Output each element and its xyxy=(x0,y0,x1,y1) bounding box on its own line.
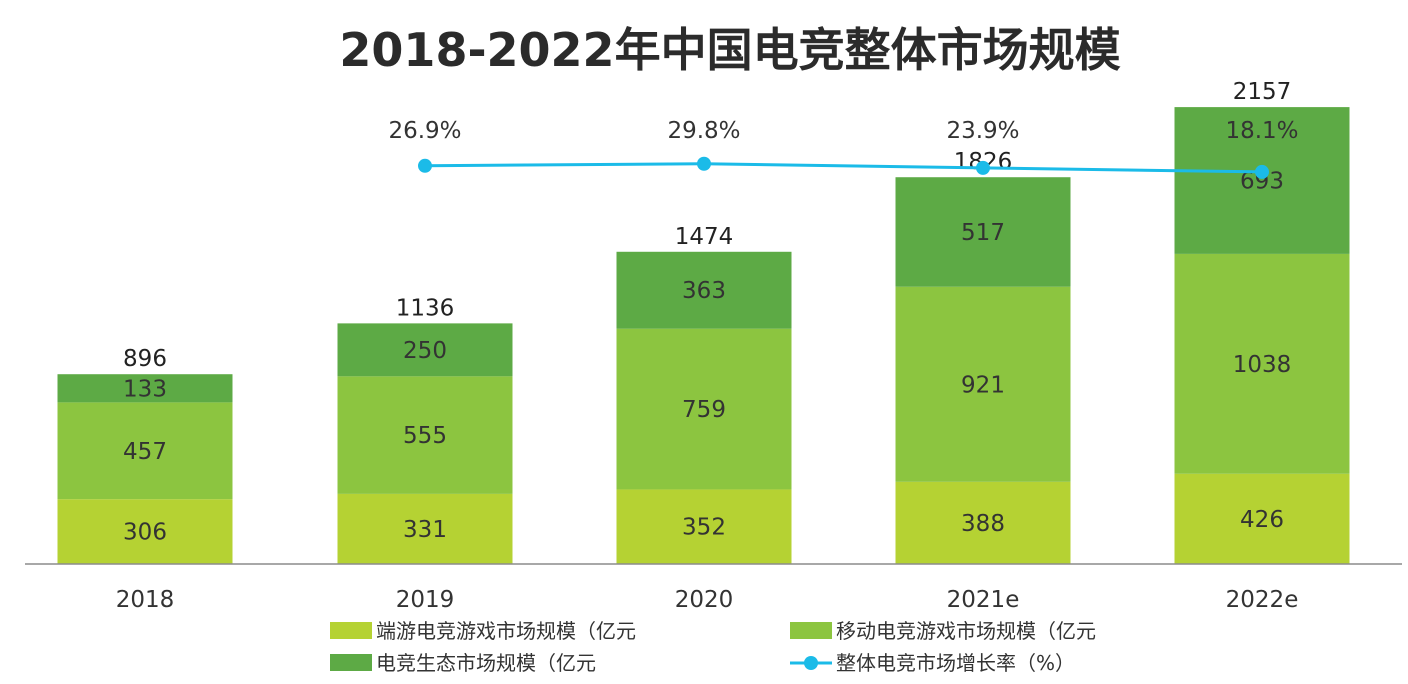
x-tick-label: 2022e xyxy=(1226,587,1299,613)
bar-total-label: 2157 xyxy=(1233,79,1292,105)
bar-total-label: 1474 xyxy=(675,224,734,250)
bars-layer: 306 457 133 896 331 555 250 1136 352 759 363 1474 38… xyxy=(57,79,1350,564)
x-axis-ticks: 2018 2019 2020 2021e 2022e xyxy=(116,587,1299,613)
bar-segment xyxy=(337,376,513,494)
growth-rate-point xyxy=(976,160,990,175)
bar-value-label: 388 xyxy=(961,511,1005,537)
bar-value-label: 517 xyxy=(961,220,1005,246)
bar-segment xyxy=(337,493,513,564)
bar-value-label: 363 xyxy=(682,278,726,304)
growth-rate-label: 29.8% xyxy=(667,118,740,144)
bar-total-label: 896 xyxy=(123,346,167,372)
bar-segment xyxy=(616,328,792,490)
bar-segment xyxy=(616,251,792,329)
bar-segment xyxy=(337,323,513,377)
legend-label: 端游电竞游戏市场规模（亿元 xyxy=(376,619,636,643)
x-tick-label: 2018 xyxy=(116,587,175,613)
legend-label: 移动电竞游戏市场规模（亿元 xyxy=(836,619,1096,643)
growth-rate-point xyxy=(1255,164,1269,179)
legend-swatch xyxy=(330,622,372,639)
bar-segment xyxy=(1174,107,1350,254)
growth-rate-label: 26.9% xyxy=(388,118,461,144)
bar-value-label: 921 xyxy=(961,372,1005,398)
bar-segment xyxy=(895,177,1071,287)
bar-value-label: 555 xyxy=(403,423,447,449)
growth-rate-point xyxy=(697,156,711,171)
legend-label: 电竞生态市场规模（亿元 xyxy=(376,651,596,675)
bar-segment xyxy=(1174,253,1350,474)
growth-rate-line xyxy=(424,162,1263,174)
x-tick-label: 2019 xyxy=(396,587,455,613)
legend-swatch xyxy=(330,654,372,671)
bar-segment xyxy=(57,402,233,500)
bar-segment xyxy=(1174,473,1350,564)
bar-segment xyxy=(57,499,233,564)
x-tick-label: 2020 xyxy=(675,587,734,613)
bar-value-label: 306 xyxy=(123,520,167,546)
bar-value-label: 759 xyxy=(682,397,726,423)
bar-value-label: 1038 xyxy=(1233,352,1292,378)
x-tick-label: 2021e xyxy=(947,587,1020,613)
bar-value-label: 426 xyxy=(1240,507,1284,533)
bar-segment xyxy=(895,481,1071,564)
growth-rate-label: 18.1% xyxy=(1225,118,1298,144)
bar-value-label: 133 xyxy=(123,376,167,402)
bar-value-label: 457 xyxy=(123,439,167,465)
growth-rate-label: 23.9% xyxy=(946,118,1019,144)
bar-value-label: 352 xyxy=(682,515,726,541)
bar-value-label: 331 xyxy=(403,517,447,543)
growth-rate-point xyxy=(418,158,432,173)
legend-label: 整体电竞市场增长率（%） xyxy=(836,651,1075,675)
bar-segment xyxy=(57,374,233,403)
bar-segment xyxy=(616,489,792,564)
chart-title: 2018-2022年中国电竞整体市场规模 xyxy=(339,23,1120,77)
growth-rate-line-layer: 26.9% 29.8% 23.9% 18.1% xyxy=(388,118,1299,179)
bar-total-label: 1136 xyxy=(396,295,455,321)
bar-value-label: 250 xyxy=(403,338,447,364)
legend-swatch xyxy=(790,622,832,639)
legend-swatch-marker xyxy=(804,656,818,670)
bar-segment xyxy=(895,286,1071,482)
